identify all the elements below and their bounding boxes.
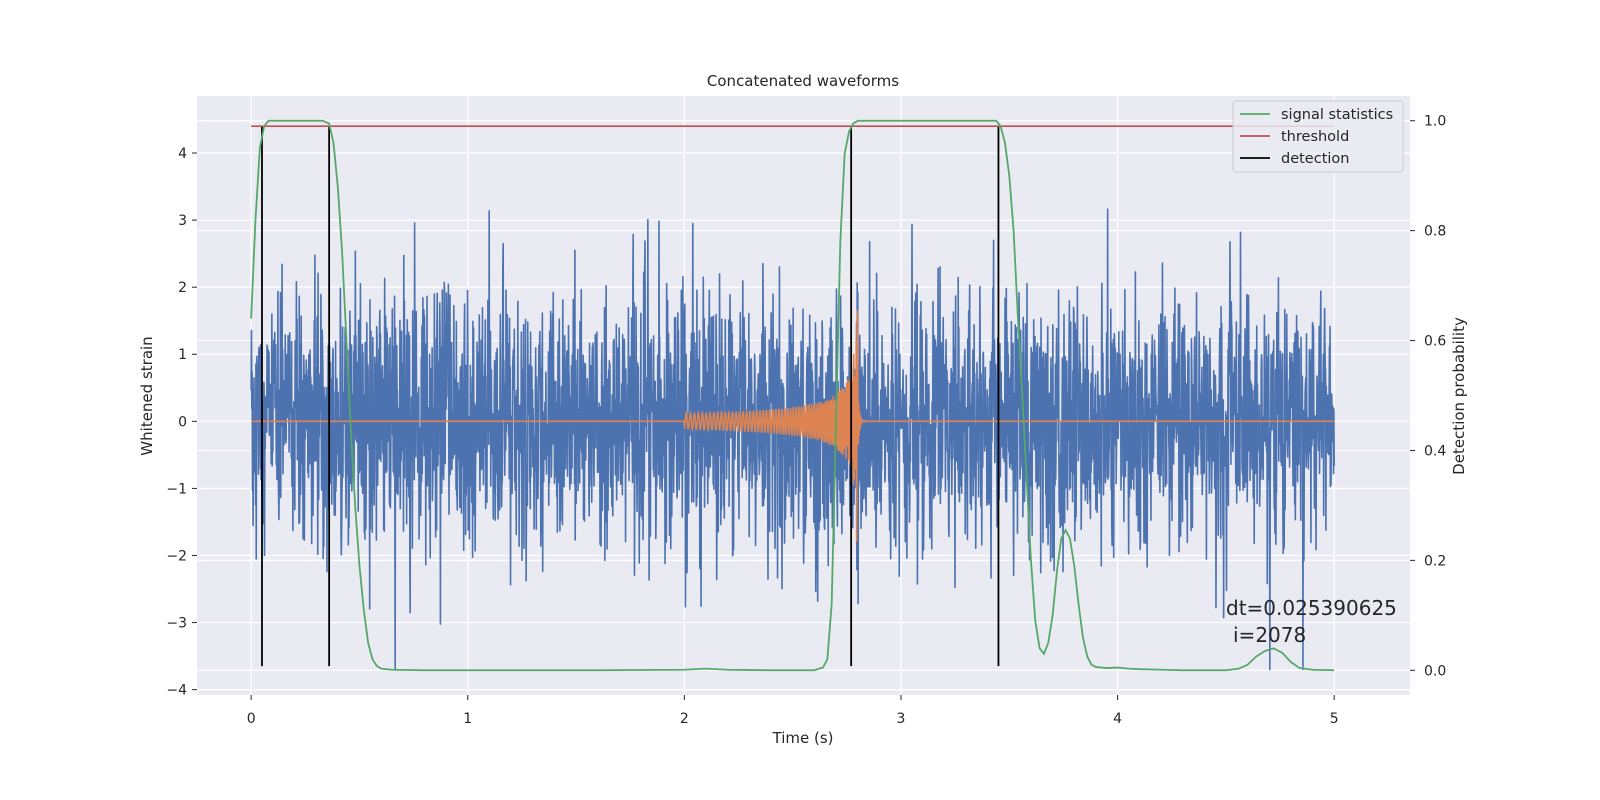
detection-lines xyxy=(261,126,1000,667)
x-tick-label-5: 5 xyxy=(1330,711,1339,727)
y-tick-label-0: −4 xyxy=(166,683,187,699)
y-axis-label: Whitened strain xyxy=(138,336,156,455)
legend-label-detection: detection xyxy=(1281,151,1349,167)
legend: signal statistics threshold detection xyxy=(1232,100,1404,173)
y-tick-label-2: −2 xyxy=(166,548,187,564)
legend-label-signal-statistics: signal statistics xyxy=(1281,107,1393,123)
x-tick-label-4: 4 xyxy=(1113,711,1122,727)
y2-tick-label-0: 0.0 xyxy=(1424,663,1446,679)
annotation-dt: dt=0.025390625 xyxy=(1226,596,1397,620)
annotation-index: i=2078 xyxy=(1233,623,1306,647)
y-tick-label-5: 1 xyxy=(178,347,187,363)
y2-axis-label: Detection probability xyxy=(1450,317,1468,475)
y2-tick-label-3: 0.6 xyxy=(1424,334,1446,350)
x-tick-label-1: 1 xyxy=(463,711,472,727)
injected-waveform-line xyxy=(251,310,1335,542)
series-layer xyxy=(250,119,1335,672)
legend-box xyxy=(1232,100,1404,173)
y-tick-label-1: −3 xyxy=(166,616,187,632)
chart-title: Concatenated waveforms xyxy=(707,72,899,90)
x-tick-label-2: 2 xyxy=(680,711,689,727)
y-tick-label-4: 0 xyxy=(178,414,187,430)
x-axis-ticks: 0 1 2 3 4 5 xyxy=(247,695,1339,727)
y2-tick-label-1: 0.2 xyxy=(1424,553,1446,569)
x-axis-label: Time (s) xyxy=(772,729,834,747)
y2-tick-label-4: 0.8 xyxy=(1424,224,1446,240)
y2-tick-label-5: 1.0 xyxy=(1424,114,1446,130)
y2-axis-ticks: 0.0 0.2 0.4 0.6 0.8 1.0 xyxy=(1410,114,1446,679)
y-tick-label-3: −1 xyxy=(166,481,187,497)
y-tick-label-8: 4 xyxy=(178,146,187,162)
legend-label-threshold: threshold xyxy=(1281,129,1349,145)
x-tick-label-0: 0 xyxy=(247,711,256,727)
y-axis-ticks: −4 −3 −2 −1 0 1 2 3 4 xyxy=(166,146,197,699)
y-tick-label-6: 2 xyxy=(178,280,187,296)
y2-tick-label-2: 0.4 xyxy=(1424,443,1446,459)
x-tick-label-3: 3 xyxy=(897,711,906,727)
y-tick-label-7: 3 xyxy=(178,213,187,229)
signal-statistics-line xyxy=(250,119,1335,672)
